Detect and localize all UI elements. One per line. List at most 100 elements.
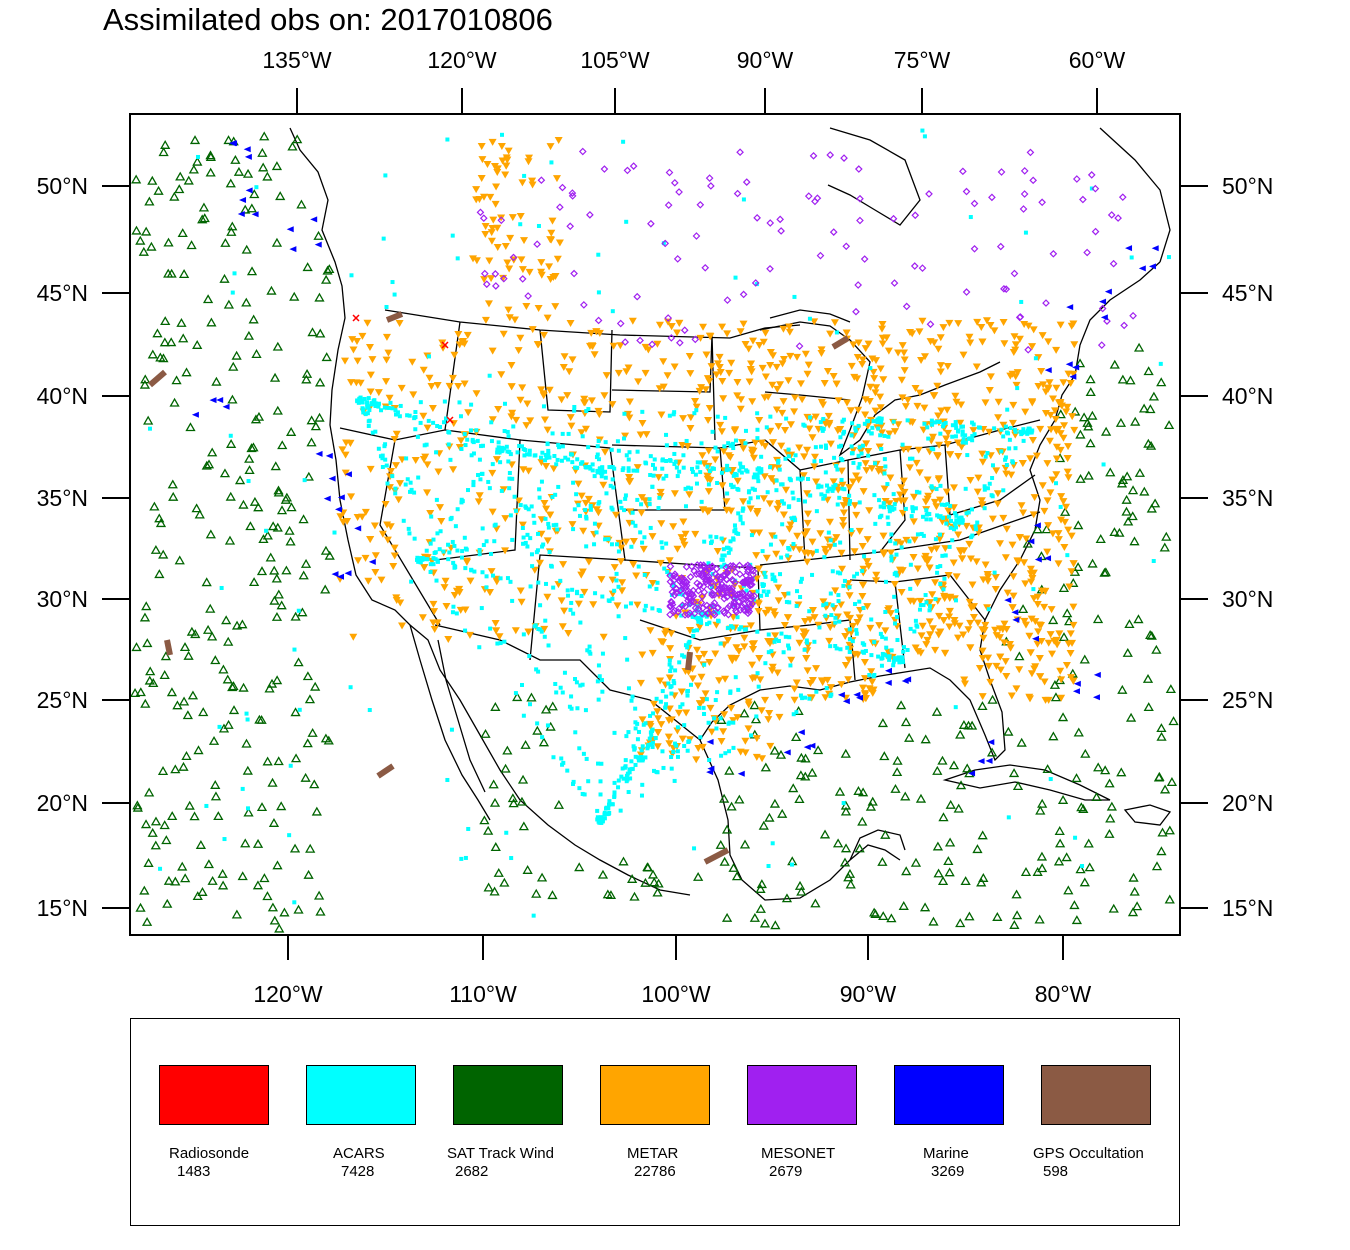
obs-marker-triangle-down: [880, 485, 889, 493]
obs-marker-square: [647, 736, 652, 741]
obs-marker-triangle-up: [167, 479, 178, 489]
obs-marker-triangle-down: [932, 545, 941, 553]
obs-marker-triangle-down: [595, 411, 604, 419]
obs-marker-square: [580, 434, 585, 439]
obs-marker-square: [618, 808, 623, 813]
obs-marker-square: [891, 663, 896, 668]
obs-marker-triangle-down: [805, 425, 814, 433]
obs-marker-square: [894, 608, 899, 613]
obs-marker-triangle-down: [858, 593, 867, 601]
obs-marker-square: [650, 740, 655, 745]
obs-marker-triangle-down: [358, 332, 367, 340]
obs-marker-triangle-up: [174, 555, 185, 565]
obs-marker-triangle-left: [1125, 245, 1133, 252]
obs-marker-square: [636, 758, 641, 763]
obs-marker-triangle-down: [852, 511, 861, 519]
obs-marker-square: [698, 470, 703, 475]
obs-marker-triangle-down: [1015, 335, 1024, 343]
obs-marker-triangle-down: [411, 457, 420, 465]
obs-marker-square: [784, 416, 789, 421]
obs-marker-square: [475, 438, 480, 443]
obs-marker-square: [513, 508, 518, 513]
obs-marker-square: [822, 493, 827, 498]
obs-marker-triangle-down: [391, 462, 400, 470]
obs-marker-triangle-down: [507, 361, 516, 369]
obs-marker-square: [431, 537, 436, 542]
obs-marker-triangle-up: [900, 791, 911, 801]
obs-marker-triangle-up: [144, 675, 155, 685]
obs-marker-triangle-down: [546, 143, 555, 151]
obs-marker-triangle-down: [915, 389, 924, 397]
obs-marker-triangle-down: [761, 442, 770, 450]
obs-marker-triangle-down: [995, 634, 1004, 642]
obs-marker-triangle-down: [978, 450, 987, 458]
obs-marker-square: [428, 541, 433, 546]
obs-marker-diamond: [733, 189, 742, 198]
obs-marker-square: [412, 490, 417, 495]
obs-marker-square: [973, 524, 978, 529]
obs-marker-triangle-down: [396, 480, 405, 488]
obs-marker-square: [943, 420, 948, 425]
obs-marker-triangle-down: [914, 446, 923, 454]
obs-marker-square: [481, 542, 486, 547]
obs-marker-triangle-down: [996, 666, 1005, 674]
obs-marker-diamond: [1103, 317, 1111, 325]
obs-marker-square: [833, 620, 838, 625]
obs-marker-square: [588, 507, 593, 512]
obs-marker-triangle-down: [811, 413, 820, 421]
obs-marker-triangle-down: [354, 557, 363, 565]
obs-marker-square: [828, 644, 833, 649]
obs-marker-square: [748, 496, 753, 501]
obs-marker-square: [606, 802, 611, 807]
obs-marker-square: [899, 545, 904, 550]
obs-marker-square: [595, 679, 600, 684]
obs-marker-triangle-down: [935, 441, 944, 449]
obs-marker-square: [578, 683, 583, 688]
obs-marker-square: [407, 413, 412, 418]
obs-marker-triangle-up: [205, 603, 216, 613]
obs-marker-triangle-down: [449, 466, 458, 474]
obs-marker-triangle-up: [1165, 684, 1176, 694]
obs-marker-square: [725, 463, 730, 468]
obs-marker-triangle-down: [685, 352, 694, 360]
obs-marker-triangle-down: [693, 682, 702, 690]
obs-marker-triangle-down: [801, 618, 810, 626]
obs-marker-triangle-down: [469, 255, 478, 263]
obs-marker-triangle-down: [1059, 379, 1068, 387]
obs-marker-square: [528, 584, 533, 589]
obs-marker-triangle-up: [1073, 520, 1084, 530]
obs-marker-triangle-down: [816, 530, 825, 538]
legend-entry: [747, 1065, 859, 1125]
obs-marker-triangle-down: [754, 608, 763, 616]
obs-marker-square: [445, 777, 450, 782]
obs-marker-triangle-left: [808, 742, 816, 749]
obs-marker-square: [584, 544, 589, 549]
obs-marker-square: [662, 566, 667, 571]
obs-marker-square: [602, 816, 607, 821]
obs-marker-triangle-up: [241, 244, 252, 254]
obs-marker-triangle-down: [341, 451, 350, 459]
obs-marker-triangle-down: [755, 416, 764, 424]
obs-marker-triangle-up: [231, 909, 243, 919]
obs-marker-triangle-up: [1133, 342, 1145, 352]
obs-marker-triangle-up: [192, 340, 203, 349]
obs-marker-triangle-down: [685, 491, 694, 499]
obs-marker-square: [833, 615, 838, 620]
obs-marker-triangle-down: [566, 319, 575, 327]
obs-marker-triangle-up: [898, 901, 909, 910]
obs-marker-triangle-up: [1095, 534, 1106, 544]
obs-marker-triangle-down: [983, 577, 992, 585]
obs-marker-triangle-up: [208, 735, 220, 745]
obs-marker-triangle-up: [1060, 506, 1071, 516]
obs-marker-triangle-down: [749, 645, 758, 653]
obs-marker-diamond: [706, 583, 715, 591]
obs-marker-triangle-up: [810, 898, 821, 908]
obs-marker-square: [818, 444, 823, 449]
obs-marker-triangle-up: [176, 317, 187, 327]
obs-marker-triangle-down: [912, 459, 921, 467]
obs-marker-triangle-down: [545, 263, 554, 271]
obs-marker-diamond: [670, 178, 679, 187]
obs-marker-square: [641, 722, 646, 727]
obs-marker-diamond: [698, 609, 706, 618]
obs-marker-triangle-down: [629, 537, 638, 545]
